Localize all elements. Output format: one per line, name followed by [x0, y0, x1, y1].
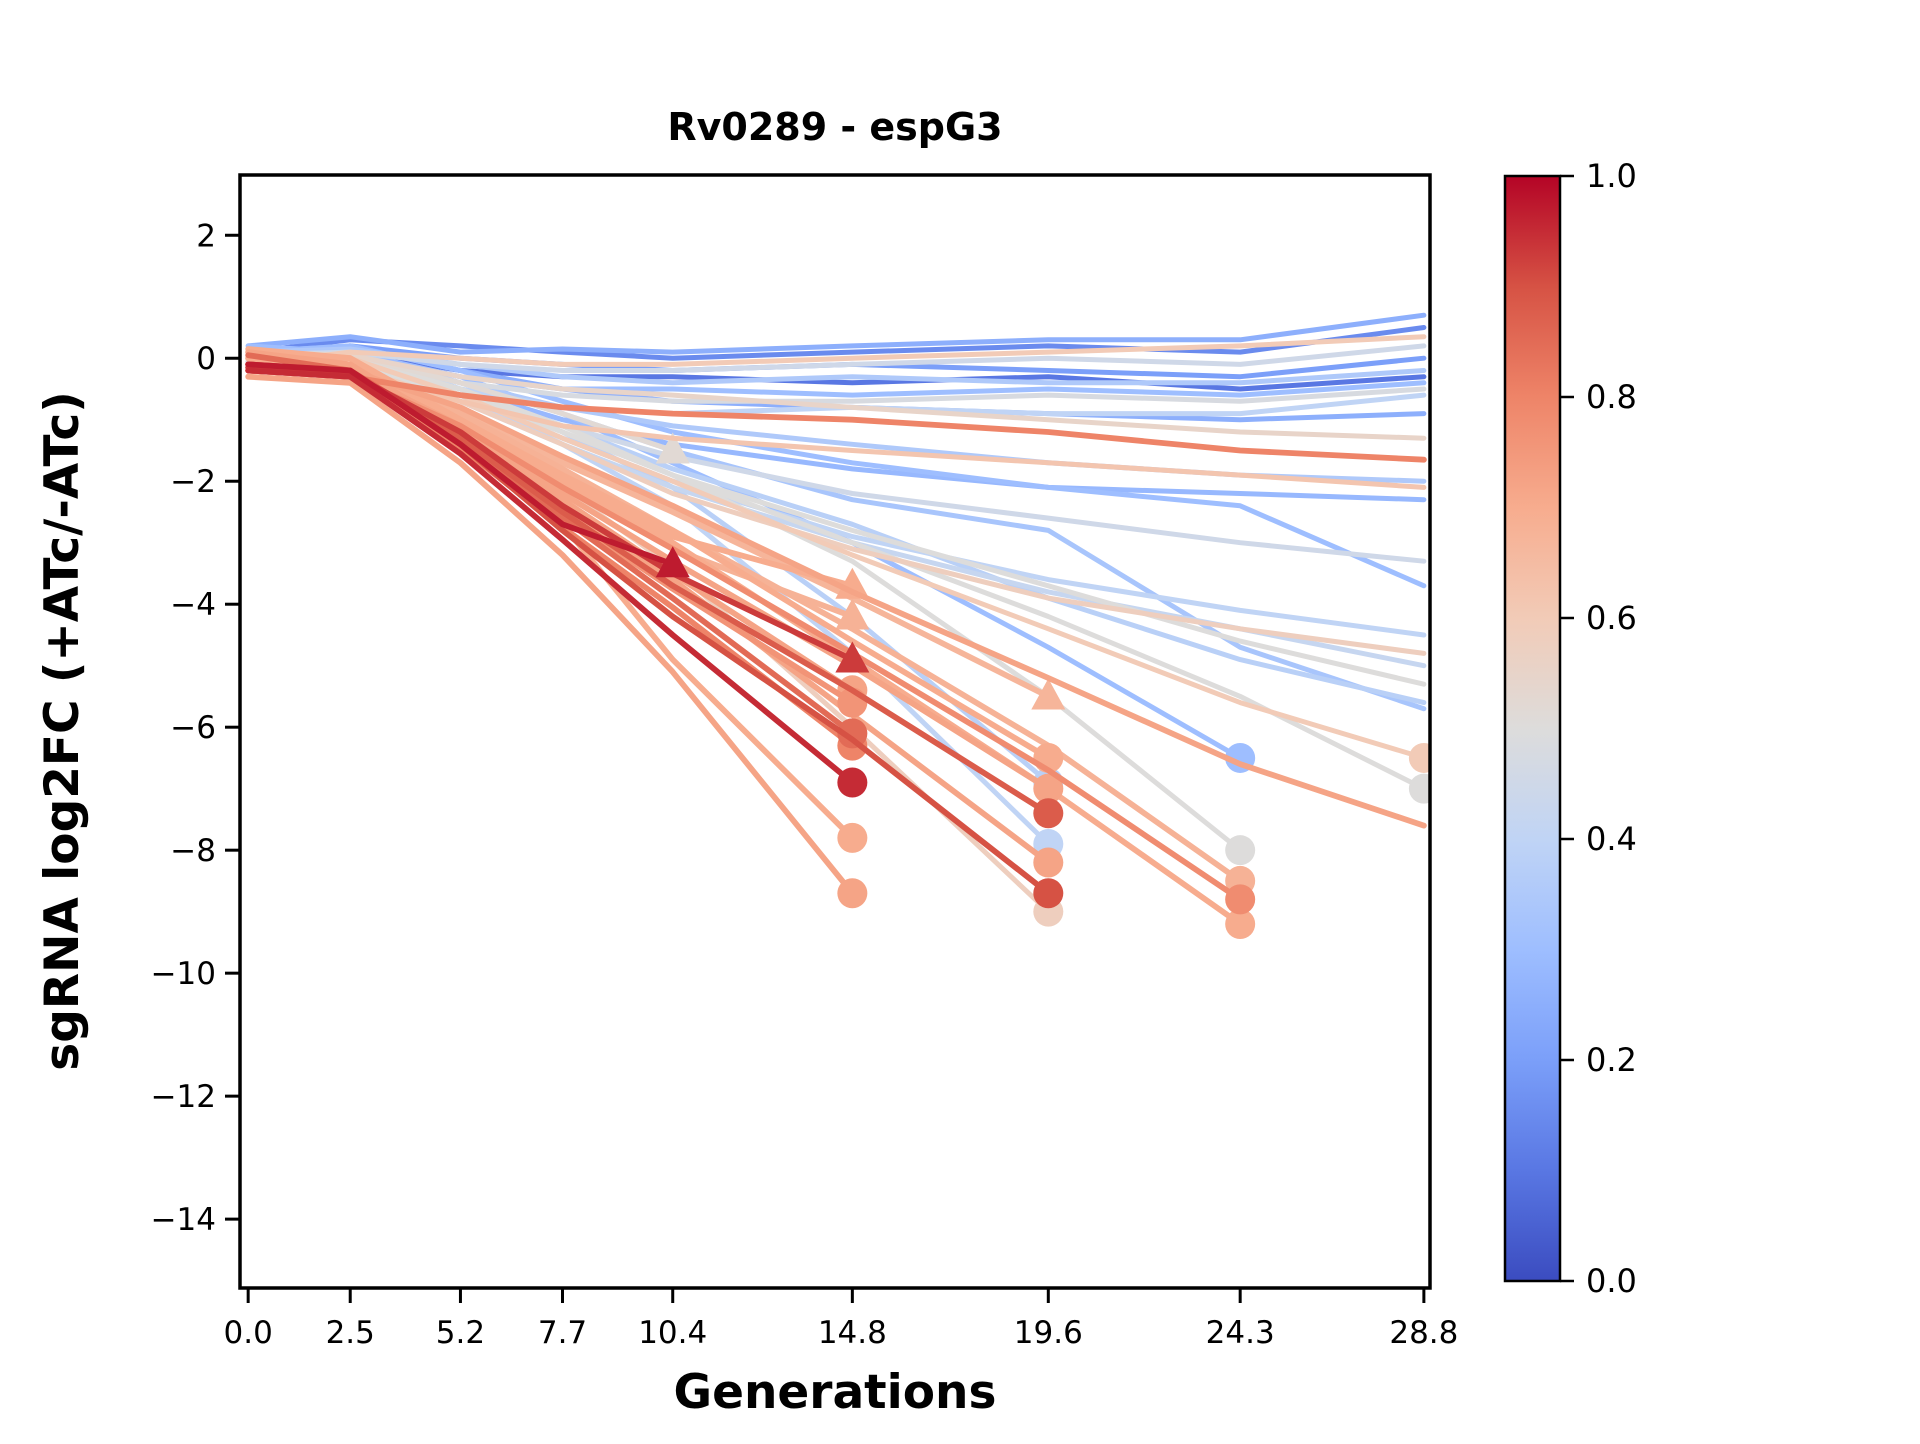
x-tick-label: 10.4: [638, 1315, 707, 1351]
end-marker-circle: [1225, 884, 1256, 915]
y-tick-label: −4: [170, 587, 216, 623]
end-marker-triangle: [835, 641, 870, 673]
series-layer: [245, 312, 1430, 939]
x-tick-label: 19.6: [1014, 1315, 1083, 1351]
colorbar: 1.0 0.8 0.6 0.4 0.2 0.0: [1503, 157, 1637, 1300]
y-axis-label: sgRNA log2FC (+ATc/-ATc): [35, 391, 90, 1070]
series-line: [245, 361, 676, 568]
y-tick-label: −10: [151, 956, 216, 992]
colorbar-tick-label: 0.4: [1586, 820, 1637, 858]
series-line: [245, 373, 856, 897]
plot-border: [238, 173, 1432, 1290]
x-axis-ticks: 0.0 2.5 5.2 7.7 10.4 14.8 19.6 24.3 28.8: [224, 1288, 1458, 1351]
series-line: [245, 364, 856, 663]
x-tick-label: 0.0: [224, 1315, 273, 1351]
colorbar-tick-label: 0.2: [1586, 1041, 1637, 1079]
y-tick-label: −8: [170, 833, 216, 869]
end-marker-circle: [837, 822, 868, 853]
y-tick-label: 2: [196, 218, 216, 254]
colorbar-ticks: 1.0 0.8 0.6 0.4 0.2 0.0: [1560, 157, 1637, 1300]
series-line: [245, 349, 1052, 761]
end-marker-circle: [837, 767, 868, 798]
x-tick-label: 28.8: [1389, 1315, 1458, 1351]
x-tick-label: 7.7: [538, 1315, 587, 1351]
colorbar-tick-label: 0.6: [1586, 599, 1637, 637]
end-marker-circle: [1033, 878, 1064, 909]
end-marker-circle: [1033, 847, 1064, 878]
y-tick-label: −12: [151, 1079, 216, 1115]
end-marker-triangle: [655, 546, 690, 578]
colorbar-tick-label: 0.0: [1586, 1262, 1637, 1300]
end-marker-circle: [837, 718, 868, 749]
series-line: [245, 358, 1427, 687]
y-axis-ticks: 2 0 −2 −4 −6 −8 −10 −12 −14: [151, 218, 240, 1238]
end-marker-triangle: [655, 432, 690, 464]
end-marker-circle: [1225, 835, 1256, 866]
x-tick-label: 2.5: [326, 1315, 375, 1351]
colorbar-tick-label: 0.8: [1586, 378, 1637, 416]
series-line: [245, 367, 856, 786]
x-axis-label: Generations: [674, 1365, 997, 1420]
x-tick-label: 5.2: [436, 1315, 485, 1351]
x-tick-label: 24.3: [1206, 1315, 1275, 1351]
colorbar-tick-label: 1.0: [1586, 157, 1637, 195]
series-line: [245, 334, 1427, 367]
series-line: [245, 312, 1427, 355]
end-marker-circle: [1033, 798, 1064, 829]
end-marker-circle: [1033, 773, 1064, 804]
series-line: [245, 352, 1427, 441]
end-marker-circle: [1225, 908, 1256, 939]
y-tick-label: −2: [170, 464, 216, 500]
end-marker-circle: [837, 878, 868, 909]
series-line: [245, 349, 1427, 761]
end-marker-circle: [1408, 742, 1430, 773]
end-marker-circle: [1408, 773, 1430, 804]
y-tick-label: 0: [196, 341, 216, 377]
series-line: [245, 367, 1427, 463]
y-tick-label: −14: [151, 1202, 216, 1238]
chart-title: Rv0289 - espG3: [667, 105, 1002, 149]
y-tick-label: −6: [170, 710, 216, 746]
colorbar-gradient: [1503, 174, 1562, 1283]
x-tick-label: 14.8: [818, 1315, 887, 1351]
end-marker-triangle: [1031, 678, 1066, 710]
